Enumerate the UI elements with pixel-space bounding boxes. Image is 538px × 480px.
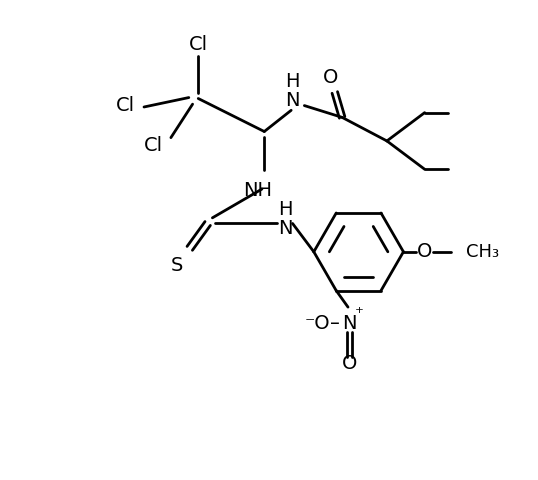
Text: O: O <box>323 68 338 87</box>
Text: ⁻O: ⁻O <box>305 314 330 333</box>
Text: H: H <box>285 72 300 92</box>
Text: Cl: Cl <box>144 136 163 155</box>
Text: H: H <box>278 200 293 219</box>
Text: ⁺: ⁺ <box>355 305 363 323</box>
Text: O: O <box>342 354 357 373</box>
Text: N: N <box>285 91 300 110</box>
Text: CH₃: CH₃ <box>466 243 499 261</box>
Text: N: N <box>278 219 293 238</box>
Text: N: N <box>342 314 357 333</box>
Text: Cl: Cl <box>189 35 208 54</box>
Text: NH: NH <box>243 181 272 200</box>
Text: O: O <box>417 242 433 261</box>
Text: –: – <box>330 314 340 333</box>
Text: S: S <box>171 256 183 276</box>
Text: Cl: Cl <box>116 96 134 115</box>
